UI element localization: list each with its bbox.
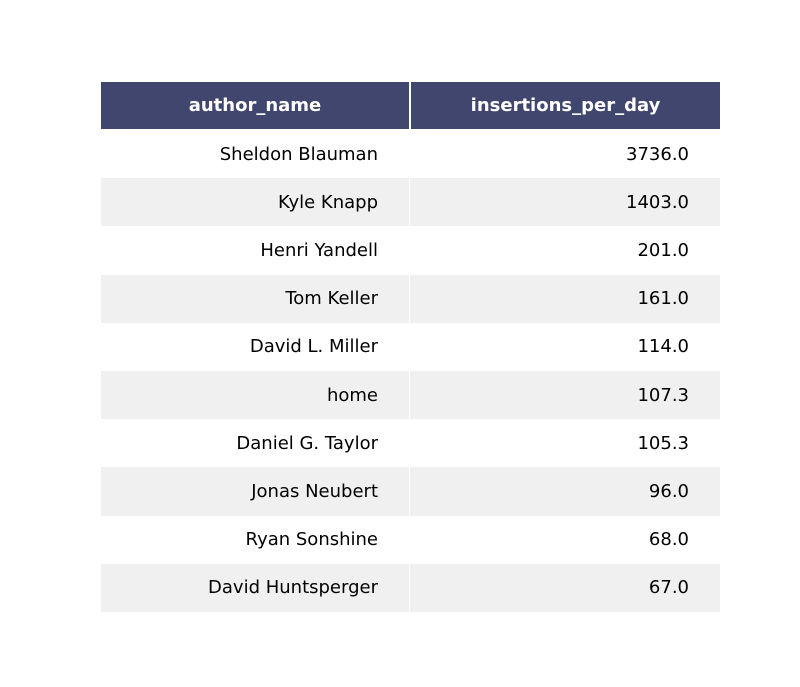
insertions-per-day-cell: 105.3 (410, 419, 720, 468)
insertions-per-day-cell: 114.0 (410, 322, 720, 371)
table-row: Sheldon Blauman 3736.0 (101, 130, 720, 179)
author-name-cell: home (101, 370, 410, 420)
table-row: Ryan Sonshine 68.0 (101, 515, 720, 564)
table-row: David Huntsperger 67.0 (101, 563, 720, 612)
table-row: David L. Miller 114.0 (101, 322, 720, 371)
author-name-cell: Sheldon Blauman (101, 130, 410, 179)
table-row: Henri Yandell 201.0 (101, 226, 720, 275)
table-row: home 107.3 (101, 370, 720, 420)
author-name-cell: David Huntsperger (101, 563, 410, 612)
header-row: author_name insertions_per_day (101, 82, 720, 130)
insertions-per-day-cell: 161.0 (410, 274, 720, 323)
column-header-insertions-per-day: insertions_per_day (410, 82, 720, 130)
data-table: author_name insertions_per_day Sheldon B… (101, 82, 720, 612)
author-name-cell: David L. Miller (101, 322, 410, 371)
table-row: Kyle Knapp 1403.0 (101, 178, 720, 227)
insertions-per-day-cell: 67.0 (410, 563, 720, 612)
table-row: Daniel G. Taylor 105.3 (101, 419, 720, 468)
author-name-cell: Ryan Sonshine (101, 515, 410, 564)
author-name-cell: Daniel G. Taylor (101, 419, 410, 468)
author-name-cell: Kyle Knapp (101, 178, 410, 227)
author-name-cell: Tom Keller (101, 274, 410, 323)
author-name-cell: Henri Yandell (101, 226, 410, 275)
insertions-per-day-cell: 201.0 (410, 226, 720, 275)
insertions-per-day-cell: 96.0 (410, 467, 720, 516)
insertions-per-day-cell: 1403.0 (410, 178, 720, 227)
author-name-cell: Jonas Neubert (101, 467, 410, 516)
table-row: Tom Keller 161.0 (101, 274, 720, 323)
table-body: Sheldon Blauman 3736.0 Kyle Knapp 1403.0 Hen… (101, 130, 720, 612)
insertions-per-day-cell: 107.3 (410, 370, 720, 420)
insertions-per-day-cell: 68.0 (410, 515, 720, 564)
table-row: Jonas Neubert 96.0 (101, 467, 720, 516)
column-header-author-name: author_name (101, 82, 410, 130)
insertions-per-day-cell: 3736.0 (410, 130, 720, 179)
